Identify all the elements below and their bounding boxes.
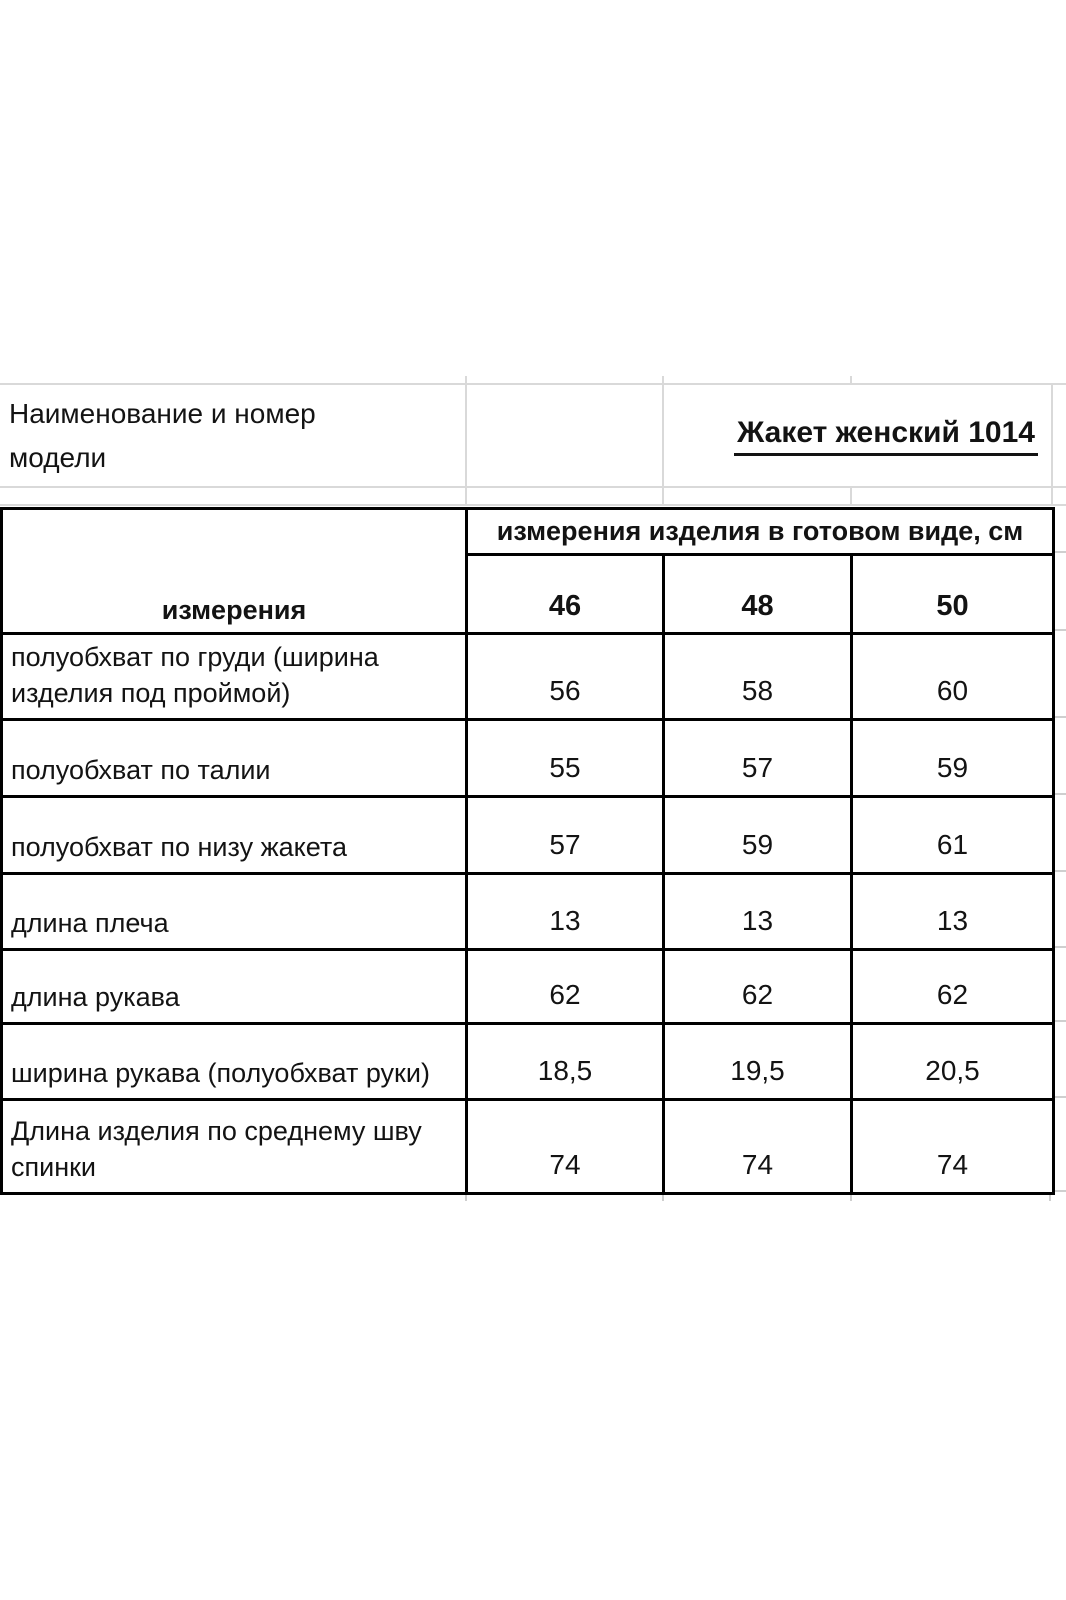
- table-row: Длина изделия по среднему шву спинки 74 …: [0, 1098, 1055, 1195]
- table-row: полуобхват по низу жакета 57 59 61: [0, 795, 1055, 875]
- row-value: 18,5: [465, 1022, 665, 1101]
- gridline-stub: [1052, 946, 1066, 948]
- gridline-vertical: [465, 383, 467, 506]
- row-value: 57: [465, 795, 665, 875]
- size-header-48: 48: [662, 553, 853, 635]
- gridline-vertical: [1051, 383, 1053, 506]
- measurements-table: измерения измерения изделия в готовом ви…: [0, 507, 1055, 1195]
- row-value: 13: [662, 872, 853, 951]
- gridline-tick: [1049, 1194, 1051, 1201]
- size-header-46: 46: [465, 553, 665, 635]
- row-value: 59: [662, 795, 853, 875]
- row-value: 55: [465, 718, 665, 798]
- row-value: 62: [662, 948, 853, 1025]
- model-name-value: Жакет женский 1014: [734, 416, 1038, 456]
- row-value: 56: [465, 632, 665, 721]
- gridline-tick: [850, 1194, 852, 1201]
- gridline-stub: [1052, 1190, 1066, 1192]
- row-value: 74: [850, 1098, 1055, 1195]
- row-value: 61: [850, 795, 1055, 875]
- gridline-stub: [1052, 793, 1066, 795]
- gridline-tick: [465, 376, 467, 383]
- table-row: ширина рукава (полуобхват руки) 18,5 19,…: [0, 1022, 1055, 1101]
- row-label: полуобхват по низу жакета: [0, 795, 468, 875]
- row-value: 62: [465, 948, 665, 1025]
- row-label: полуобхват по талии: [0, 718, 468, 798]
- gridline-stub: [1052, 716, 1066, 718]
- row-label: ширина рукава (полуобхват руки): [0, 1022, 468, 1101]
- model-name-caption: Наименование и номер модели: [9, 397, 316, 473]
- gridline-stub: [1052, 551, 1066, 553]
- gridline-horizontal: [0, 486, 1066, 488]
- table-row: полуобхват по талии 55 57 59: [0, 718, 1055, 798]
- row-label: Длина изделия по среднему шву спинки: [0, 1098, 468, 1195]
- row-label: длина плеча: [0, 872, 468, 951]
- gridline-horizontal: [0, 504, 1066, 506]
- row-value: 59: [850, 718, 1055, 798]
- row-value: 58: [662, 632, 853, 721]
- row-value: 19,5: [662, 1022, 853, 1101]
- gridline-tick: [850, 376, 852, 383]
- row-value: 57: [662, 718, 853, 798]
- row-label: полуобхват по груди (ширина изделия под …: [0, 632, 468, 721]
- gridline-vertical: [662, 383, 664, 506]
- gridline-stub: [1052, 870, 1066, 872]
- group-header-row: измерения измерения изделия в готовом ви…: [0, 507, 1055, 635]
- row-value: 13: [850, 872, 1055, 951]
- model-name-cell: Жакет женский 1014: [662, 385, 1052, 486]
- gridline-stub: [1052, 629, 1066, 631]
- row-value: 74: [465, 1098, 665, 1195]
- table-row: длина плеча 13 13 13: [0, 872, 1055, 951]
- row-value: 74: [662, 1098, 853, 1195]
- gridline-stub: [1052, 1096, 1066, 1098]
- gridline-vertical: [850, 486, 852, 506]
- row-value: 60: [850, 632, 1055, 721]
- gridline-tick: [662, 376, 664, 383]
- row-value: 13: [465, 872, 665, 951]
- size-header-50: 50: [850, 553, 1055, 635]
- gridline-stub: [1052, 1020, 1066, 1022]
- gridline-tick: [465, 1194, 467, 1201]
- group-header-cell: измерения изделия в готовом виде, см: [465, 507, 1055, 556]
- model-name-caption-cell: Наименование и номер модели: [0, 385, 465, 486]
- size-header-row: 46 48 50: [2, 553, 1055, 635]
- measurements-header-cell: измерения: [0, 507, 468, 635]
- row-value: 62: [850, 948, 1055, 1025]
- gridline-horizontal: [0, 383, 1066, 385]
- gridline-tick: [662, 1194, 664, 1201]
- row-value: 20,5: [850, 1022, 1055, 1101]
- row-label: длина рукава: [0, 948, 468, 1025]
- table-row: полуобхват по груди (ширина изделия под …: [0, 632, 1055, 721]
- table-row: длина рукава 62 62 62: [0, 948, 1055, 1025]
